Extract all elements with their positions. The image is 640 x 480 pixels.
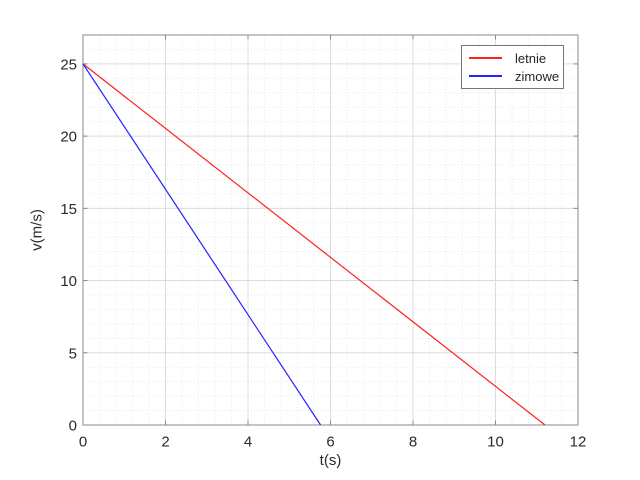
legend-label-zimowe: zimowe bbox=[515, 68, 560, 84]
y-tick-label-15: 15 bbox=[60, 201, 77, 218]
legend-item-zimowe: zimowe bbox=[469, 67, 563, 85]
tick-marks bbox=[82, 35, 579, 426]
x-tick-label-12: 12 bbox=[570, 434, 587, 451]
x-tick-label-0: 0 bbox=[79, 434, 87, 451]
series-line-zimowe bbox=[82, 63, 322, 426]
legend-line-sample-zimowe bbox=[469, 75, 502, 77]
x-tick-label-10: 10 bbox=[487, 434, 504, 451]
x-tick-label-8: 8 bbox=[409, 434, 417, 451]
x-axis-label: t(s) bbox=[320, 452, 342, 469]
y-tick-label-20: 20 bbox=[60, 129, 77, 146]
legend-item-letnie: letnie bbox=[469, 49, 563, 67]
legend: letnie zimowe bbox=[461, 45, 564, 89]
legend-line-sample-letnie bbox=[469, 57, 502, 59]
series-lines bbox=[82, 63, 546, 426]
tick-labels: 0 2 4 6 8 10 12 0 5 10 15 20 25 bbox=[60, 56, 586, 450]
y-tick-label-0: 0 bbox=[69, 418, 77, 435]
legend-label-letnie: letnie bbox=[515, 50, 547, 66]
series-line-letnie bbox=[82, 63, 546, 426]
major-grid bbox=[82, 35, 579, 426]
y-tick-label-10: 10 bbox=[60, 273, 77, 290]
x-tick-label-6: 6 bbox=[326, 434, 334, 451]
x-tick-label-2: 2 bbox=[161, 434, 169, 451]
y-axis-label: v(m/s) bbox=[29, 209, 46, 251]
y-tick-label-5: 5 bbox=[69, 345, 77, 362]
y-tick-label-25: 25 bbox=[60, 56, 77, 73]
x-tick-label-4: 4 bbox=[244, 434, 252, 451]
